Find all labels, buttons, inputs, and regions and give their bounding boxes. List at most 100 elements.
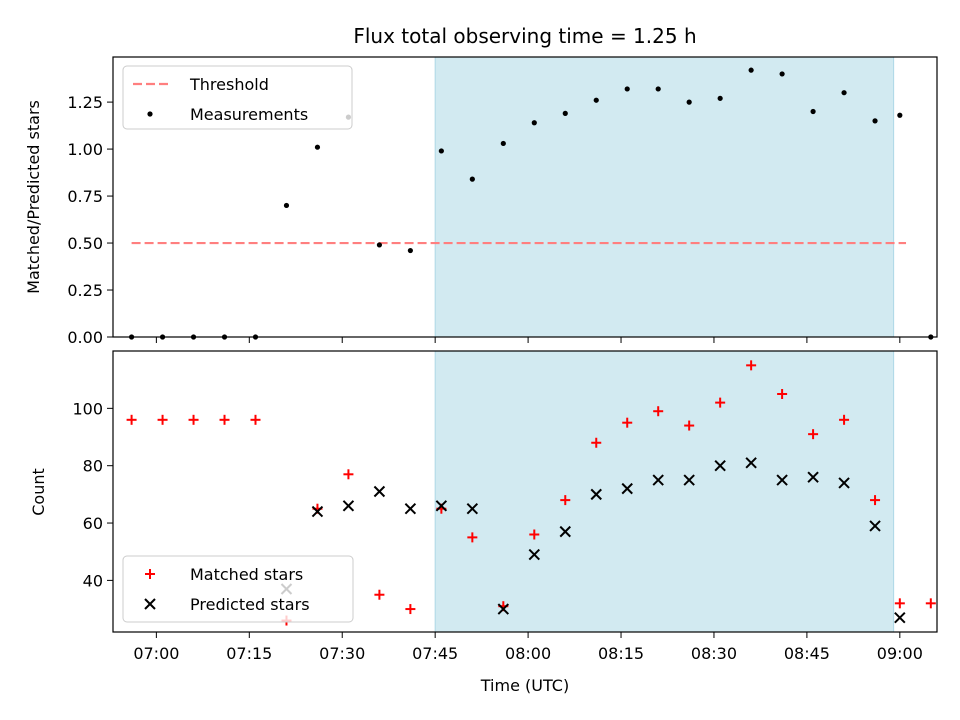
predicted-stars-point-b (311, 505, 324, 518)
measurements-point (748, 67, 754, 73)
measurements-point (283, 202, 290, 209)
predicted-stars-point (435, 500, 448, 512)
measurements-point (810, 108, 816, 115)
predicted-stars-point-b (894, 611, 906, 624)
predicted-stars-point (894, 611, 906, 624)
top-panel: 0.00 0.25 0.50 0.75 1.00 1.25 Threshold Measure… (67, 56, 938, 347)
top-y-tick-label: 0.75 (67, 187, 103, 206)
measurements-point (562, 110, 568, 116)
top-legend-dot-swatch (147, 111, 153, 117)
predicted-stars-point-b (528, 548, 541, 561)
predicted-stars-point (652, 474, 664, 486)
predicted-stars-point (404, 502, 417, 515)
predicted-stars-point-b (869, 520, 881, 532)
predicted-stars-point-b (497, 603, 510, 615)
predicted-stars-point (683, 474, 695, 486)
top-legend-label: Measurements (190, 105, 308, 124)
predicted-stars-point-b (807, 471, 819, 483)
measurements-point (841, 90, 847, 96)
bottom-observing-interval (435, 351, 894, 632)
bottom-y-tick-label: 60 (83, 514, 103, 533)
bottom-y-tick-label: 80 (83, 457, 103, 476)
top-y-tick-label: 0.50 (67, 234, 103, 253)
x-tick-label: 07:30 (319, 644, 365, 663)
x-tick-label: 07:00 (133, 644, 179, 663)
measurements-point (500, 140, 506, 147)
top-y-tick-label: 0.00 (67, 328, 103, 347)
x-tick-label: 08:45 (784, 644, 830, 663)
bottom-y-tick-label: 40 (83, 571, 103, 590)
matched-stars-point (777, 389, 788, 400)
measurements-point (469, 176, 475, 182)
predicted-stars-point (838, 477, 850, 489)
bottom-panel: 40 60 80 100 07:00 07:15 07:30 07:45 08:00 08:15 0… (72, 350, 938, 663)
bottom-axes-frame (112, 350, 938, 633)
bottom-legend-box (122, 555, 354, 623)
x-tick-label: 09:00 (877, 644, 923, 663)
matched-stars-point (622, 417, 633, 428)
bottom-legend-label: Predicted stars (190, 595, 310, 614)
top-legend-label: Threshold (189, 75, 269, 94)
measurements-point (779, 71, 785, 77)
x-tick-label: 07:15 (226, 644, 272, 663)
measurements-point (655, 86, 661, 92)
predicted-stars-point (621, 482, 633, 495)
x-tick-label: 08:30 (691, 644, 737, 663)
top-legend-box (122, 65, 353, 130)
matched-stars-point (715, 397, 726, 408)
matched-stars-point (839, 414, 850, 425)
predicted-stars-point (311, 505, 324, 518)
chart-title: Flux total observing time = 1.25 h (353, 24, 696, 48)
predicted-stars-point-b (714, 459, 726, 472)
bottom-legend-x-swatch (144, 598, 156, 610)
top-y-tick-label: 0.25 (67, 281, 103, 300)
matched-stars-point (250, 414, 261, 425)
matched-stars-point (808, 429, 819, 440)
matched-stars-point (529, 529, 540, 540)
predicted-stars-point-b (404, 502, 417, 515)
bottom-y-axis-label: Count (29, 468, 48, 516)
matched-stars-point (126, 414, 137, 425)
top-observing-interval (435, 57, 894, 337)
predicted-stars-point-b (652, 474, 664, 486)
bottom-legend-label: Matched stars (190, 565, 303, 584)
bottom-y-tick-label: 100 (72, 399, 103, 418)
matched-stars-point (870, 495, 881, 506)
predicted-stars-point-b (373, 485, 386, 498)
measurements-point (593, 97, 599, 103)
top-y-axis-label: Matched/Predicted stars (24, 100, 43, 294)
predicted-stars-point (590, 488, 602, 501)
matched-stars-point (894, 598, 905, 609)
top-y-tick-label: 1.25 (67, 93, 103, 112)
matched-stars-point (219, 414, 230, 425)
predicted-stars-point (528, 548, 541, 561)
predicted-stars-point-b (838, 477, 850, 489)
predicted-stars-point (714, 459, 726, 472)
measurements-point (872, 118, 878, 124)
matched-stars-point (560, 495, 571, 506)
predicted-stars-point-b (590, 488, 602, 501)
predicted-stars-point (807, 471, 819, 483)
matched-stars-point (746, 360, 757, 371)
measurements-point (717, 95, 723, 101)
measurements-point (314, 144, 321, 150)
matched-stars-point (374, 589, 385, 600)
matched-stars-point (157, 414, 168, 425)
top-axes-frame (112, 56, 938, 338)
x-tick-label: 07:45 (412, 644, 458, 663)
predicted-stars-point (745, 457, 757, 469)
predicted-stars-point (373, 485, 386, 498)
x-axis-label: Time (UTC) (480, 676, 569, 695)
predicted-stars-point (776, 474, 788, 486)
x-tick-label: 08:15 (598, 644, 644, 663)
measurements-point (686, 99, 692, 105)
predicted-stars-point-b (466, 502, 479, 515)
predicted-stars-point-b (621, 482, 633, 495)
predicted-stars-point-b (435, 500, 448, 512)
predicted-stars-point-b (683, 474, 695, 486)
predicted-stars-point (559, 525, 571, 538)
matched-stars-point (591, 437, 602, 448)
matched-stars-point (467, 532, 478, 543)
measurements-point (438, 148, 444, 154)
